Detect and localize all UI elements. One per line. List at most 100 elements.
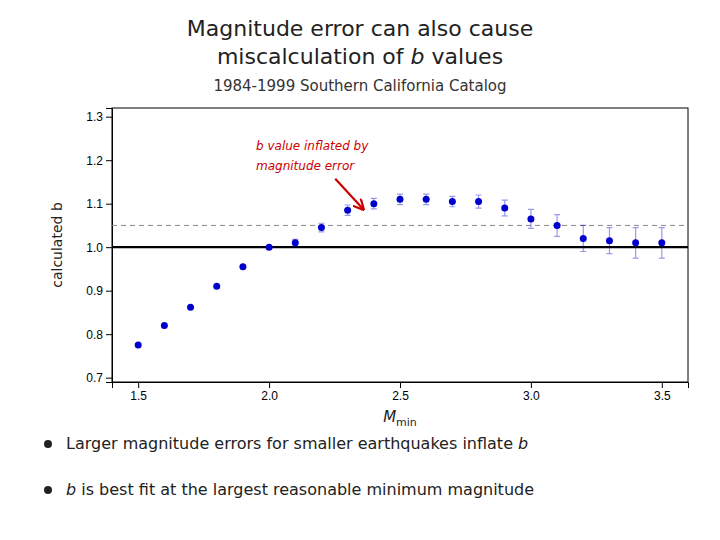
bullet-dot bbox=[44, 486, 52, 494]
x-tick: 3.5 bbox=[654, 382, 671, 403]
error-bar bbox=[633, 228, 639, 258]
error-bar bbox=[502, 200, 508, 216]
x-tick: 2.0 bbox=[261, 382, 278, 403]
x-tick: 2.5 bbox=[392, 382, 409, 403]
x-tick-label: 3.5 bbox=[654, 389, 671, 403]
title-line2: miscalculation of b values bbox=[217, 44, 503, 69]
point bbox=[658, 239, 665, 246]
y-tick-label: 1.0 bbox=[86, 241, 103, 255]
y-tick-mark bbox=[106, 247, 112, 248]
title-part: b bbox=[411, 44, 425, 69]
y-tick: 1.1 bbox=[86, 197, 112, 211]
point bbox=[266, 244, 273, 251]
bullet-part: is best fit at the largest reasonable mi… bbox=[76, 480, 534, 499]
point bbox=[449, 198, 456, 205]
point bbox=[292, 239, 299, 246]
point bbox=[344, 207, 351, 214]
y-tick-mark bbox=[106, 334, 112, 335]
y-tick-label: 1.1 bbox=[86, 197, 103, 211]
error-bar bbox=[318, 223, 324, 232]
annotation: b value inflated by magnitude error bbox=[256, 139, 369, 209]
y-tick-label: 0.9 bbox=[86, 284, 103, 298]
annotation-text: magnitude error bbox=[256, 159, 355, 173]
point bbox=[370, 200, 377, 207]
point bbox=[580, 235, 587, 242]
reference-line bbox=[112, 225, 688, 226]
error-bar bbox=[659, 228, 665, 258]
subtitle: 1984-1999 Southern California Catalog bbox=[213, 77, 506, 95]
annotation-arrow bbox=[335, 179, 363, 209]
x-tick-mark bbox=[531, 382, 532, 388]
point bbox=[318, 224, 325, 231]
error-bar bbox=[606, 228, 612, 254]
point bbox=[423, 196, 430, 203]
error-bar bbox=[554, 215, 560, 237]
error-bar bbox=[423, 194, 429, 204]
x-axis-label: Mmin bbox=[383, 408, 417, 429]
x-tick-mark bbox=[269, 382, 270, 388]
error-bar bbox=[397, 194, 403, 204]
point bbox=[187, 304, 194, 311]
x-tick-mark bbox=[662, 382, 663, 388]
point bbox=[239, 263, 246, 270]
x-axis-label-main: M bbox=[383, 408, 396, 426]
y-axis-label: calculated b bbox=[49, 202, 65, 288]
point bbox=[606, 237, 613, 244]
bullet-dot bbox=[44, 440, 52, 448]
x-axis-label-subscript: min bbox=[396, 416, 417, 429]
error-bar bbox=[580, 225, 586, 251]
bullet-text: b is best fit at the largest reasonable … bbox=[66, 480, 534, 499]
y-tick-mark bbox=[106, 378, 112, 379]
y-tick: 1.0 bbox=[86, 241, 112, 255]
bullet-part: b bbox=[518, 434, 528, 453]
bullet-text: Larger magnitude errors for smaller eart… bbox=[66, 434, 528, 453]
y-tick: 1.2 bbox=[86, 154, 112, 168]
title-part: values bbox=[425, 44, 504, 69]
annotation-text: b value inflated by bbox=[256, 139, 369, 153]
title: Magnitude error can also cause bbox=[187, 16, 533, 41]
x-tick-label: 2.5 bbox=[392, 389, 409, 403]
point bbox=[554, 222, 561, 229]
bullet-part: b bbox=[66, 480, 76, 499]
y-tick: 1.3 bbox=[86, 110, 112, 124]
bullet-part: Larger magnitude errors for smaller eart… bbox=[66, 434, 518, 453]
y-tick: 0.7 bbox=[86, 371, 112, 385]
y-axis: 0.7 0.8 0.9 1.0 1.1 1.2 1.3 bbox=[86, 109, 112, 385]
y-axis-line bbox=[106, 109, 113, 383]
x-tick-mark bbox=[138, 382, 139, 388]
error-bar bbox=[449, 196, 455, 206]
y-tick-label: 0.8 bbox=[86, 327, 103, 341]
y-tick-label: 0.7 bbox=[86, 371, 103, 385]
plot-area bbox=[112, 194, 688, 348]
y-tick-label: 1.2 bbox=[86, 154, 103, 168]
x-tick-label: 1.5 bbox=[130, 389, 147, 403]
error-bar bbox=[476, 195, 482, 208]
y-tick-mark bbox=[106, 204, 112, 205]
error-bar bbox=[292, 239, 298, 246]
point bbox=[475, 198, 482, 205]
error-bar bbox=[371, 198, 377, 208]
point bbox=[213, 283, 220, 290]
y-tick-mark bbox=[106, 160, 112, 161]
plot-frame bbox=[112, 108, 688, 382]
point bbox=[135, 342, 142, 349]
error-bar bbox=[345, 205, 351, 215]
point bbox=[527, 215, 534, 222]
x-tick-label: 3.0 bbox=[523, 389, 540, 403]
chart: Magnitude error can also cause miscalcula… bbox=[0, 0, 720, 540]
x-axis: 1.5 2.0 2.5 3.0 3.5 bbox=[113, 382, 689, 403]
x-tick-label: 2.0 bbox=[261, 389, 278, 403]
point bbox=[632, 239, 639, 246]
x-tick: 3.0 bbox=[523, 382, 540, 403]
point bbox=[161, 322, 168, 329]
point bbox=[397, 196, 404, 203]
y-tick: 0.9 bbox=[86, 284, 112, 298]
point bbox=[501, 205, 508, 212]
y-tick-label: 1.3 bbox=[86, 110, 103, 124]
title-part: miscalculation of bbox=[217, 44, 411, 69]
error-bar bbox=[528, 209, 534, 228]
y-tick-mark bbox=[106, 117, 112, 118]
reference-line bbox=[112, 246, 688, 248]
x-axis-line bbox=[113, 383, 689, 389]
y-tick: 0.8 bbox=[86, 327, 112, 341]
